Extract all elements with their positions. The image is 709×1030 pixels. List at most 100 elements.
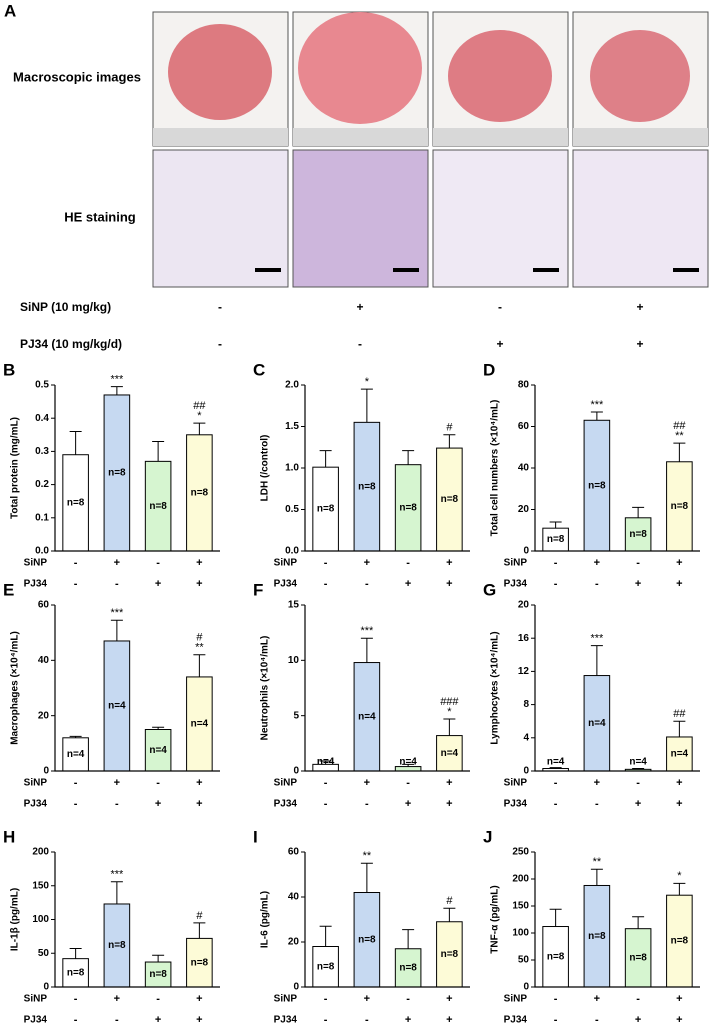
panel-label: D xyxy=(483,360,495,379)
x-sign: + xyxy=(364,993,370,1005)
y-tick-label: 0 xyxy=(43,766,49,777)
axis xyxy=(534,605,700,772)
significance: *** xyxy=(110,869,124,881)
axis xyxy=(304,852,470,988)
x-sign: + xyxy=(594,777,600,789)
n-label: n=4 xyxy=(108,701,126,712)
x-sign: + xyxy=(446,578,452,590)
n-label: n=8 xyxy=(108,940,126,951)
x-row-label: PJ34 xyxy=(274,1015,298,1026)
panel-label: I xyxy=(253,827,258,846)
error-bar xyxy=(673,442,686,462)
significance: ** xyxy=(675,430,684,442)
x-sign: - xyxy=(554,777,558,789)
y-tick-label: 60 xyxy=(518,421,530,432)
x-sign: - xyxy=(406,993,410,1005)
error-bar xyxy=(632,506,645,518)
x-sign: - xyxy=(115,578,119,590)
x-sign: + xyxy=(446,1014,452,1026)
bar xyxy=(353,421,381,552)
x-sign: - xyxy=(74,1014,78,1026)
y-tick-label: 0.2 xyxy=(35,479,49,490)
x-row-label: PJ34 xyxy=(24,799,48,810)
x-sign: - xyxy=(636,993,640,1005)
error-bar xyxy=(193,422,206,435)
x-sign: + xyxy=(364,777,370,789)
macroscopic-photo xyxy=(152,11,709,147)
y-tick-label: 10 xyxy=(288,655,300,666)
y-tick-label: 150 xyxy=(32,880,49,891)
n-label: n=4 xyxy=(149,745,167,756)
y-tick-label: 200 xyxy=(32,847,49,858)
significance: ### xyxy=(440,696,459,708)
bar xyxy=(353,892,381,988)
significance: # xyxy=(446,422,453,434)
error-bar xyxy=(402,929,415,949)
panel-label: B xyxy=(3,360,15,379)
x-sign: + xyxy=(594,557,600,569)
y-tick-label: 0 xyxy=(523,982,529,993)
y-tick-label: 0.1 xyxy=(35,512,49,523)
error-bar xyxy=(319,925,332,947)
y-tick-label: 0 xyxy=(293,766,299,777)
n-label: n=8 xyxy=(588,931,606,942)
x-sign: - xyxy=(115,1014,119,1026)
x-row-label: SiNP xyxy=(504,558,528,569)
x-sign: - xyxy=(324,1014,328,1026)
n-label: n=4 xyxy=(441,748,459,759)
axis xyxy=(304,385,470,552)
y-axis-label: IL-6 (pg/mL) xyxy=(260,891,271,948)
x-row-label: PJ34 xyxy=(274,799,298,810)
bar xyxy=(436,735,463,772)
n-label: n=8 xyxy=(399,963,417,974)
y-tick-label: 100 xyxy=(32,914,49,925)
x-sign: + xyxy=(676,578,682,590)
significance: * xyxy=(677,870,682,882)
x-sign: - xyxy=(324,578,328,590)
n-label: n=4 xyxy=(399,757,417,768)
x-sign: - xyxy=(595,798,599,810)
significance: # xyxy=(196,910,203,922)
x-sign: + xyxy=(676,1014,682,1026)
treatment-label: SiNP (10 mg/kg) xyxy=(20,300,111,314)
x-sign: - xyxy=(156,777,160,789)
y-axis-label: Total cell numbers (×10⁴/mL) xyxy=(490,400,501,537)
x-sign: - xyxy=(636,777,640,789)
significance: ** xyxy=(195,642,204,654)
x-sign: + xyxy=(405,1014,411,1026)
y-tick-label: 0 xyxy=(43,982,49,993)
x-row-label: SiNP xyxy=(274,558,298,569)
n-label: n=4 xyxy=(67,749,85,760)
x-sign: + xyxy=(676,777,682,789)
n-label: n=4 xyxy=(547,757,565,768)
error-bar xyxy=(673,882,686,896)
significance: *** xyxy=(590,399,604,411)
n-label: n=8 xyxy=(317,504,335,515)
error-bar xyxy=(402,763,415,767)
y-tick-label: 250 xyxy=(512,847,529,858)
n-label: n=8 xyxy=(67,498,85,509)
panel-label: A xyxy=(4,1,16,20)
y-tick-label: 60 xyxy=(38,600,50,611)
x-sign: - xyxy=(595,578,599,590)
bar xyxy=(624,517,652,552)
significance: * xyxy=(197,410,202,422)
x-sign: + xyxy=(196,557,202,569)
treatment-sign: + xyxy=(636,337,643,351)
x-sign: - xyxy=(74,777,78,789)
n-label: n=4 xyxy=(671,749,689,760)
x-sign: + xyxy=(676,993,682,1005)
n-label: n=8 xyxy=(671,936,689,947)
n-label: n=8 xyxy=(399,502,417,513)
n-label: n=8 xyxy=(441,494,459,505)
treatment-sign: - xyxy=(218,300,222,314)
n-label: n=8 xyxy=(547,534,565,545)
x-sign: - xyxy=(156,993,160,1005)
x-sign: - xyxy=(365,798,369,810)
y-axis-label: TNF-α (pg/mL) xyxy=(490,885,501,953)
error-bar xyxy=(549,521,562,529)
x-row-label: SiNP xyxy=(24,778,48,789)
x-sign: - xyxy=(554,578,558,590)
panel-label: J xyxy=(483,827,492,846)
panel-label: C xyxy=(253,360,265,379)
